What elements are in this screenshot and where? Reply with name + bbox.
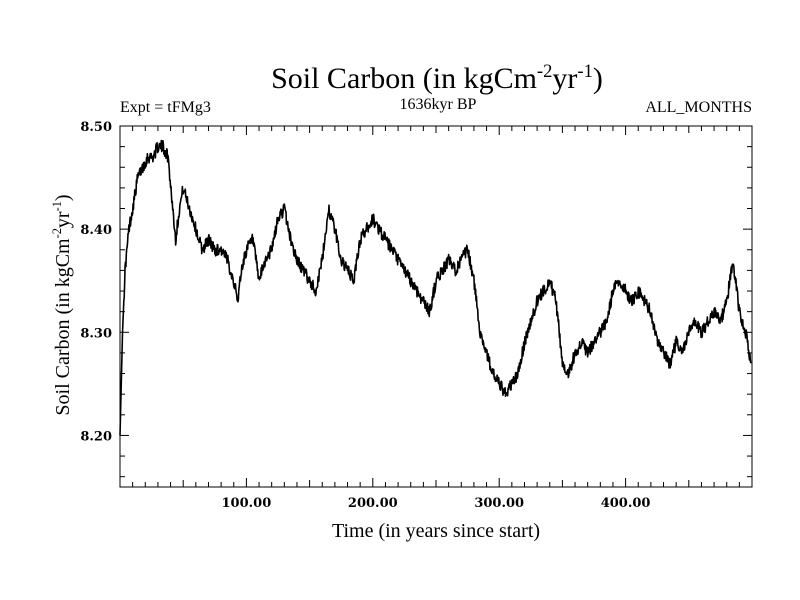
y-axis-label-sup2: -1 <box>50 201 64 211</box>
period-label: 1636kyr BP <box>400 96 477 113</box>
x-tick-label: 400.00 <box>601 496 651 511</box>
x-axis-label: Time (in years since start) <box>332 520 540 542</box>
y-tick-label: 8.40 <box>80 223 112 238</box>
months-label: ALL_MONTHS <box>645 99 752 116</box>
soil-carbon-series-line <box>119 139 752 436</box>
chart-title-end: ) <box>593 62 603 95</box>
y-axis-label-end: ) <box>52 194 74 201</box>
chart-title-sup1: -2 <box>537 61 553 82</box>
chart-title: Soil Carbon (in kgCm-2yr-1) <box>271 61 603 95</box>
chart-title-sup2: -1 <box>577 61 593 82</box>
y-axis-label-main: Soil Carbon (in kgCm <box>52 238 74 416</box>
chart-title-main: Soil Carbon (in kgCm <box>271 62 537 95</box>
y-tick-label: 8.20 <box>80 429 112 444</box>
y-axis-label-mid: yr <box>52 211 74 228</box>
x-tick-label: 100.00 <box>222 496 272 511</box>
y-axis-label: Soil Carbon (in kgCm-2yr-1) <box>50 194 74 415</box>
plot-frame <box>119 125 753 488</box>
axis-tick-labels: 100.00 200.00 300.00 400.00 8.20 8.30 8.40 8.50 <box>80 120 650 511</box>
y-axis-label-sup1: -2 <box>50 228 64 238</box>
y-tick-label: 8.30 <box>80 326 112 341</box>
axis-ticks <box>120 126 752 487</box>
x-tick-label: 300.00 <box>474 496 524 511</box>
x-tick-label: 200.00 <box>348 496 398 511</box>
experiment-label: Expt = tFMg3 <box>120 99 211 116</box>
y-tick-label: 8.50 <box>80 120 112 135</box>
chart-title-mid: yr <box>552 62 577 95</box>
